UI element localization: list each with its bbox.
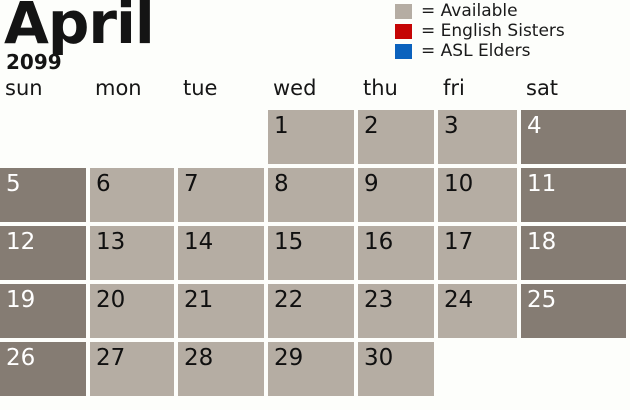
- legend: = Available = English Sisters = ASL Elders: [395, 1, 620, 61]
- day-number: 27: [96, 345, 126, 371]
- day-cell[interactable]: 1: [268, 110, 354, 164]
- day-cell[interactable]: 7: [178, 168, 264, 222]
- day-number: 24: [444, 287, 474, 313]
- day-number: 20: [96, 287, 126, 313]
- weekday-header-mon: mon: [95, 76, 142, 100]
- calendar-grid: 1 2 3 4 5 6 7 8 9 10 11 12 13 14 15 16 17 18 19 20 21 22 23 24 2…: [0, 110, 630, 410]
- day-cell[interactable]: 29: [268, 342, 354, 396]
- day-cell[interactable]: 20: [90, 284, 174, 338]
- day-cell[interactable]: 30: [358, 342, 434, 396]
- day-cell[interactable]: 18: [521, 226, 626, 280]
- weekday-header-row: sun mon tue wed thu fri sat: [0, 78, 630, 110]
- day-number: 11: [527, 171, 557, 197]
- day-cell[interactable]: 10: [438, 168, 517, 222]
- page-title: April: [4, 0, 155, 57]
- day-number: 7: [184, 171, 199, 197]
- legend-item: = ASL Elders: [395, 41, 620, 61]
- day-cell[interactable]: 23: [358, 284, 434, 338]
- day-cell[interactable]: 2: [358, 110, 434, 164]
- day-cell[interactable]: 25: [521, 284, 626, 338]
- day-number: 22: [274, 287, 304, 313]
- day-number: 5: [6, 171, 21, 197]
- day-cell[interactable]: 22: [268, 284, 354, 338]
- week-row: 1 2 3 4: [0, 110, 630, 168]
- week-row: 12 13 14 15 16 17 18: [0, 226, 630, 284]
- day-number: 29: [274, 345, 304, 371]
- day-cell[interactable]: 12: [0, 226, 86, 280]
- day-number: 4: [527, 113, 542, 139]
- day-cell[interactable]: 3: [438, 110, 517, 164]
- legend-label: = ASL Elders: [421, 40, 531, 61]
- day-cell-empty: [521, 342, 626, 396]
- day-cell[interactable]: 4: [521, 110, 626, 164]
- day-cell-empty: [0, 110, 86, 164]
- day-number: 21: [184, 287, 214, 313]
- week-row: 19 20 21 22 23 24 25: [0, 284, 630, 342]
- day-cell[interactable]: 15: [268, 226, 354, 280]
- day-cell[interactable]: 6: [90, 168, 174, 222]
- available-swatch: [395, 3, 412, 19]
- day-cell[interactable]: 17: [438, 226, 517, 280]
- weekday-header-sat: sat: [526, 76, 559, 100]
- day-number: 2: [364, 113, 379, 139]
- day-number: 3: [444, 113, 459, 139]
- week-row: 26 27 28 29 30: [0, 342, 630, 400]
- day-cell[interactable]: 14: [178, 226, 264, 280]
- day-cell[interactable]: 13: [90, 226, 174, 280]
- day-cell[interactable]: 9: [358, 168, 434, 222]
- week-row: 5 6 7 8 9 10 11: [0, 168, 630, 226]
- asl-elders-swatch: [395, 43, 412, 59]
- day-cell[interactable]: 26: [0, 342, 86, 396]
- calendar-header: April 2099 = Available = English Sisters =…: [0, 0, 630, 78]
- day-cell[interactable]: 21: [178, 284, 264, 338]
- day-number: 14: [184, 229, 214, 255]
- day-cell[interactable]: 28: [178, 342, 264, 396]
- weekday-header-fri: fri: [443, 76, 465, 100]
- day-cell[interactable]: 8: [268, 168, 354, 222]
- weekday-header-thu: thu: [363, 76, 398, 100]
- day-number: 23: [364, 287, 394, 313]
- day-number: 19: [6, 287, 36, 313]
- day-cell[interactable]: 16: [358, 226, 434, 280]
- english-sisters-swatch: [395, 23, 412, 39]
- day-number: 1: [274, 113, 289, 139]
- day-cell[interactable]: 24: [438, 284, 517, 338]
- day-number: 25: [527, 287, 557, 313]
- day-number: 18: [527, 229, 557, 255]
- day-cell-empty: [178, 110, 264, 164]
- legend-item: = English Sisters: [395, 21, 620, 41]
- weekday-header-tue: tue: [183, 76, 218, 100]
- day-number: 17: [444, 229, 474, 255]
- day-cell[interactable]: 27: [90, 342, 174, 396]
- day-number: 8: [274, 171, 289, 197]
- day-number: 28: [184, 345, 214, 371]
- day-number: 16: [364, 229, 394, 255]
- day-number: 9: [364, 171, 379, 197]
- day-cell-empty: [90, 110, 174, 164]
- day-number: 10: [444, 171, 474, 197]
- day-number: 30: [364, 345, 394, 371]
- weekday-header-sun: sun: [5, 76, 43, 100]
- legend-label: = Available: [421, 0, 518, 21]
- day-number: 15: [274, 229, 304, 255]
- year-label: 2099: [6, 50, 62, 74]
- day-number: 12: [6, 229, 36, 255]
- day-cell-empty: [438, 342, 517, 396]
- day-cell[interactable]: 11: [521, 168, 626, 222]
- day-cell[interactable]: 19: [0, 284, 86, 338]
- legend-item: = Available: [395, 1, 620, 21]
- day-number: 6: [96, 171, 111, 197]
- weekday-header-wed: wed: [273, 76, 317, 100]
- day-number: 13: [96, 229, 126, 255]
- day-cell[interactable]: 5: [0, 168, 86, 222]
- day-number: 26: [6, 345, 36, 371]
- legend-label: = English Sisters: [421, 20, 565, 41]
